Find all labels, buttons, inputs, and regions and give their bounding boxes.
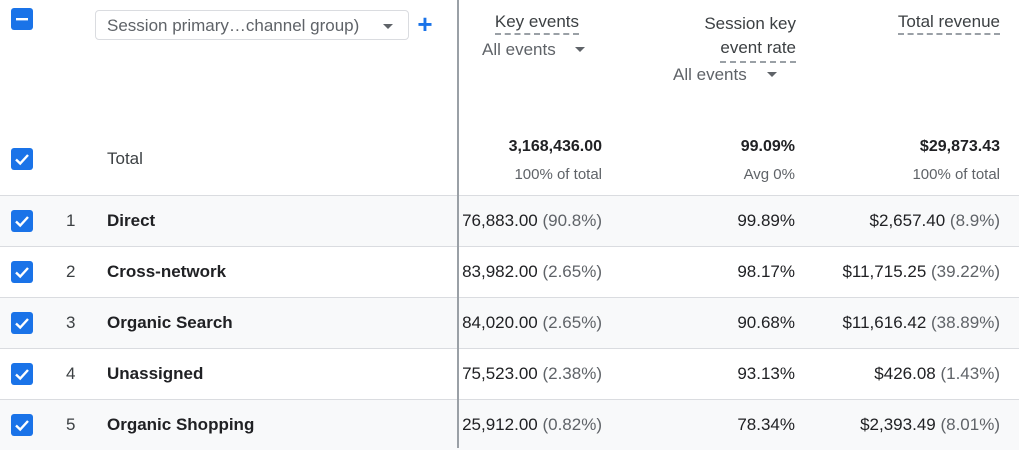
dimension-dropdown-label: Session primary…channel group) <box>107 16 360 35</box>
row-key-events: 75,523.00 <box>462 364 538 383</box>
key-events-cell: 25,912.00 (0.82%) <box>459 400 604 450</box>
key-events-cell: 75,523.00 (2.38%) <box>459 349 604 399</box>
add-dimension-button[interactable]: + <box>417 9 433 39</box>
key-events-cell: 76,883.00 (90.8%) <box>459 196 604 246</box>
row-checkbox[interactable] <box>11 414 33 436</box>
session-key-event-rate-filter-dropdown[interactable]: All events <box>673 65 747 84</box>
minus-icon <box>16 18 28 21</box>
row-session-key-event-rate: 99.89% <box>737 211 795 230</box>
column-header-key-events[interactable]: Key events <box>494 12 579 35</box>
row-checkbox[interactable] <box>11 312 33 334</box>
total-row-checkbox[interactable] <box>11 148 33 170</box>
row-key-events-pct: (90.8%) <box>542 211 602 230</box>
row-channel[interactable]: Cross-network <box>107 262 227 281</box>
row-revenue-pct: (8.9%) <box>949 211 1000 230</box>
row-key-events-pct: (0.82%) <box>542 415 602 434</box>
table-row[interactable]: 3 Organic Search 84,020.00 (2.65%) 90.68% $1… <box>0 297 1019 348</box>
row-revenue: $11,616.42 <box>842 313 927 332</box>
chevron-down-icon <box>575 47 585 52</box>
row-revenue: $2,657.40 <box>869 211 946 230</box>
key-events-filter-dropdown[interactable]: All events <box>482 40 556 59</box>
row-rank: 4 <box>66 364 76 383</box>
total-revenue: $29,873.43 <box>919 138 1000 155</box>
check-icon <box>15 154 29 166</box>
check-icon <box>15 318 29 330</box>
row-session-key-event-rate: 98.17% <box>737 262 795 281</box>
check-icon <box>15 420 29 432</box>
table-row[interactable]: 1 Direct 76,883.00 (90.8%) 99.89% $2,657.40 … <box>0 195 1019 246</box>
total-rate-average: Avg 0% <box>743 166 795 183</box>
row-revenue: $11,715.25 <box>842 262 927 281</box>
total-label: Total <box>107 149 143 168</box>
row-revenue-pct: (39.22%) <box>931 262 1000 281</box>
check-icon <box>15 216 29 228</box>
table-row[interactable]: 4 Unassigned 75,523.00 (2.38%) 93.13% $426.0… <box>0 348 1019 399</box>
row-channel[interactable]: Unassigned <box>107 364 204 383</box>
table-row[interactable]: 2 Cross-network 83,982.00 (2.65%) 98.17% $11… <box>0 246 1019 297</box>
row-rank: 3 <box>66 313 76 332</box>
row-checkbox[interactable] <box>11 363 33 385</box>
chevron-down-icon <box>767 72 777 77</box>
row-session-key-event-rate: 90.68% <box>737 313 795 332</box>
row-checkbox[interactable] <box>11 210 33 232</box>
row-checkbox[interactable] <box>11 261 33 283</box>
row-key-events: 84,020.00 <box>462 313 538 332</box>
chevron-down-icon <box>383 24 393 29</box>
row-channel[interactable]: Direct <box>107 211 156 230</box>
column-divider <box>457 0 459 448</box>
row-revenue-pct: (8.01%) <box>940 415 1000 434</box>
row-key-events: 83,982.00 <box>462 262 538 281</box>
total-key-events-share: 100% of total <box>514 166 602 183</box>
select-all-checkbox[interactable] <box>11 8 33 30</box>
column-header-session-key-event-rate[interactable]: Session key event rate <box>704 12 796 63</box>
row-revenue: $426.08 <box>874 364 936 383</box>
row-rank: 5 <box>66 415 76 434</box>
total-revenue-share: 100% of total <box>912 166 1000 183</box>
dimension-dropdown[interactable]: Session primary…channel group) <box>95 10 409 40</box>
row-revenue-pct: (1.43%) <box>940 364 1000 383</box>
row-key-events: 76,883.00 <box>462 211 538 230</box>
key-events-cell: 83,982.00 (2.65%) <box>459 247 604 297</box>
check-icon <box>15 267 29 279</box>
row-key-events: 25,912.00 <box>462 415 538 434</box>
row-rank: 2 <box>66 262 76 281</box>
row-key-events-pct: (2.65%) <box>542 313 602 332</box>
row-rank: 1 <box>66 211 76 230</box>
total-session-key-event-rate: 99.09% <box>740 138 795 155</box>
row-revenue-pct: (38.89%) <box>931 313 1000 332</box>
key-events-cell: 84,020.00 (2.65%) <box>459 298 604 348</box>
total-key-events: 3,168,436.00 <box>508 138 602 155</box>
check-icon <box>15 369 29 381</box>
row-key-events-pct: (2.65%) <box>542 262 602 281</box>
row-session-key-event-rate: 93.13% <box>737 364 795 383</box>
row-key-events-pct: (2.38%) <box>542 364 602 383</box>
row-revenue: $2,393.49 <box>860 415 936 434</box>
table-row[interactable]: 5 Organic Shopping 25,912.00 (0.82%) 78.34%… <box>0 399 1019 450</box>
row-session-key-event-rate: 78.34% <box>737 415 795 434</box>
row-channel[interactable]: Organic Search <box>107 313 233 332</box>
row-channel[interactable]: Organic Shopping <box>107 415 255 434</box>
column-header-total-revenue[interactable]: Total revenue <box>897 12 1000 35</box>
